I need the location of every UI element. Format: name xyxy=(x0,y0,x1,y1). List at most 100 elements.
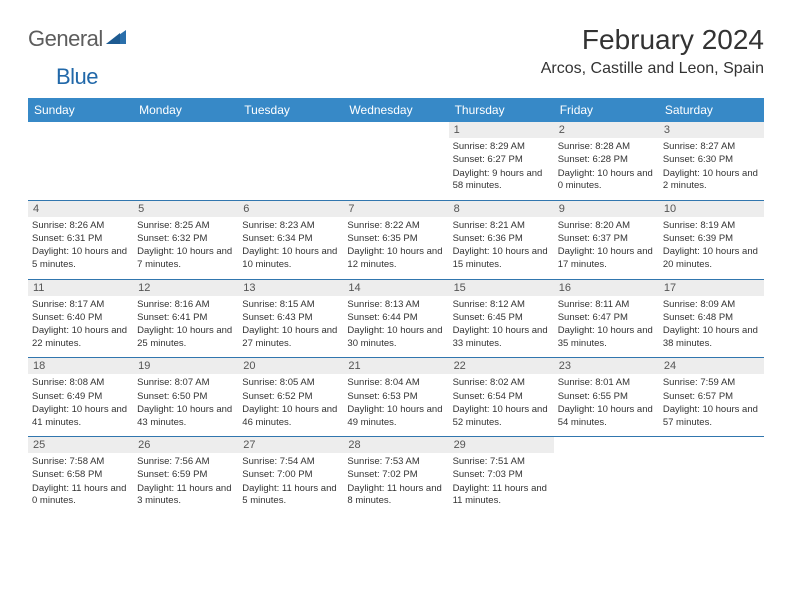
daylight-line: Daylight: 10 hours and 20 minutes. xyxy=(663,246,760,272)
day-cell: 29Sunrise: 7:51 AMSunset: 7:03 PMDayligh… xyxy=(449,437,554,515)
daylight-line: Daylight: 11 hours and 5 minutes. xyxy=(242,483,339,509)
day-cell: 9Sunrise: 8:20 AMSunset: 6:37 PMDaylight… xyxy=(554,201,659,279)
day-info: Sunrise: 8:05 AMSunset: 6:52 PMDaylight:… xyxy=(242,377,339,429)
daylight-line: Daylight: 10 hours and 27 minutes. xyxy=(242,325,339,351)
daylight-line: Daylight: 10 hours and 25 minutes. xyxy=(137,325,234,351)
day-cell: 21Sunrise: 8:04 AMSunset: 6:53 PMDayligh… xyxy=(343,358,448,436)
day-cell: 16Sunrise: 8:11 AMSunset: 6:47 PMDayligh… xyxy=(554,280,659,358)
daylight-line: Daylight: 9 hours and 58 minutes. xyxy=(453,168,550,194)
sunrise-line: Sunrise: 8:01 AM xyxy=(558,377,655,390)
empty-day-cell xyxy=(238,122,343,200)
sunrise-line: Sunrise: 8:13 AM xyxy=(347,299,444,312)
sunrise-line: Sunrise: 8:21 AM xyxy=(453,220,550,233)
sunrise-line: Sunrise: 8:23 AM xyxy=(242,220,339,233)
day-number: 12 xyxy=(133,280,238,296)
day-info: Sunrise: 8:13 AMSunset: 6:44 PMDaylight:… xyxy=(347,299,444,351)
sunset-line: Sunset: 7:02 PM xyxy=(347,469,444,482)
daylight-line: Daylight: 10 hours and 10 minutes. xyxy=(242,246,339,272)
day-number: 1 xyxy=(449,122,554,138)
day-number: 3 xyxy=(659,122,764,138)
weekday-header: Friday xyxy=(554,98,659,122)
sunrise-line: Sunrise: 8:28 AM xyxy=(558,141,655,154)
sunrise-line: Sunrise: 8:02 AM xyxy=(453,377,550,390)
daylight-line: Daylight: 10 hours and 30 minutes. xyxy=(347,325,444,351)
day-cell: 15 Sunrise: 8:12 AMSunset: 6:45 PMDayligh… xyxy=(449,280,554,358)
day-cell: 2Sunrise: 8:28 AMSunset: 6:28 PMDaylight… xyxy=(554,122,659,200)
day-info: Sunrise: 7:56 AMSunset: 6:59 PMDaylight:… xyxy=(137,456,234,508)
day-info: Sunrise: 8:15 AMSunset: 6:43 PMDaylight:… xyxy=(242,299,339,351)
daylight-line: Daylight: 10 hours and 17 minutes. xyxy=(558,246,655,272)
day-cell: 7Sunrise: 8:22 AMSunset: 6:35 PMDaylight… xyxy=(343,201,448,279)
day-info: Sunrise: 7:54 AMSunset: 7:00 PMDaylight:… xyxy=(242,456,339,508)
sunset-line: Sunset: 6:47 PM xyxy=(558,312,655,325)
week-row: 1Sunrise: 8:29 AMSunset: 6:27 PMDaylight… xyxy=(28,122,764,200)
daylight-line: Daylight: 10 hours and 7 minutes. xyxy=(137,246,234,272)
sunrise-line: Sunrise: 8:29 AM xyxy=(453,141,550,154)
sunset-line: Sunset: 6:36 PM xyxy=(453,233,550,246)
sunrise-line: Sunrise: 8:22 AM xyxy=(347,220,444,233)
daylight-line: Daylight: 11 hours and 0 minutes. xyxy=(32,483,129,509)
day-number: 14 xyxy=(343,280,448,296)
sunset-line: Sunset: 6:57 PM xyxy=(663,391,760,404)
daylight-line: Daylight: 10 hours and 52 minutes. xyxy=(453,404,550,430)
sunset-line: Sunset: 6:49 PM xyxy=(32,391,129,404)
day-cell: 27 Sunrise: 7:54 AMSunset: 7:00 PMDayligh… xyxy=(238,437,343,515)
daylight-line: Daylight: 10 hours and 54 minutes. xyxy=(558,404,655,430)
day-info: Sunrise: 8:20 AMSunset: 6:37 PMDaylight:… xyxy=(558,220,655,272)
brand-logo: General xyxy=(28,26,126,52)
daylight-line: Daylight: 10 hours and 22 minutes. xyxy=(32,325,129,351)
sunrise-line: Sunrise: 8:15 AM xyxy=(242,299,339,312)
sunrise-line: Sunrise: 8:12 AM xyxy=(453,299,550,312)
day-cell: 28 Sunrise: 7:53 AMSunset: 7:02 PMDayligh… xyxy=(343,437,448,515)
daylight-line: Daylight: 10 hours and 33 minutes. xyxy=(453,325,550,351)
day-number: 27 xyxy=(238,437,343,453)
day-info: Sunrise: 8:12 AMSunset: 6:45 PMDaylight:… xyxy=(453,299,550,351)
sunrise-line: Sunrise: 8:07 AM xyxy=(137,377,234,390)
sunset-line: Sunset: 6:52 PM xyxy=(242,391,339,404)
sunset-line: Sunset: 6:39 PM xyxy=(663,233,760,246)
day-info: Sunrise: 8:23 AMSunset: 6:34 PMDaylight:… xyxy=(242,220,339,272)
day-info: Sunrise: 7:53 AMSunset: 7:02 PMDaylight:… xyxy=(347,456,444,508)
day-number: 6 xyxy=(238,201,343,217)
daylight-line: Daylight: 10 hours and 35 minutes. xyxy=(558,325,655,351)
sunrise-line: Sunrise: 7:56 AM xyxy=(137,456,234,469)
empty-day-cell xyxy=(554,437,659,515)
day-info: Sunrise: 8:29 AMSunset: 6:27 PMDaylight:… xyxy=(453,141,550,193)
day-number: 25 xyxy=(28,437,133,453)
day-number: 15 xyxy=(449,280,554,296)
day-info: Sunrise: 8:22 AMSunset: 6:35 PMDaylight:… xyxy=(347,220,444,272)
day-info: Sunrise: 8:09 AMSunset: 6:48 PMDaylight:… xyxy=(663,299,760,351)
day-number: 28 xyxy=(343,437,448,453)
sunrise-line: Sunrise: 8:26 AM xyxy=(32,220,129,233)
title-block: February 2024 Arcos, Castille and Leon, … xyxy=(541,24,764,78)
month-year-title: February 2024 xyxy=(541,24,764,56)
sunset-line: Sunset: 6:27 PM xyxy=(453,154,550,167)
daylight-line: Daylight: 11 hours and 3 minutes. xyxy=(137,483,234,509)
day-number: 29 xyxy=(449,437,554,453)
day-cell: 12Sunrise: 8:16 AMSunset: 6:41 PMDayligh… xyxy=(133,280,238,358)
day-cell: 25Sunrise: 7:58 AMSunset: 6:58 PMDayligh… xyxy=(28,437,133,515)
day-info: Sunrise: 8:07 AMSunset: 6:50 PMDaylight:… xyxy=(137,377,234,429)
day-number: 8 xyxy=(449,201,554,217)
day-cell: 19Sunrise: 8:07 AMSunset: 6:50 PMDayligh… xyxy=(133,358,238,436)
sunset-line: Sunset: 6:55 PM xyxy=(558,391,655,404)
daylight-line: Daylight: 10 hours and 46 minutes. xyxy=(242,404,339,430)
day-cell: 8Sunrise: 8:21 AMSunset: 6:36 PMDaylight… xyxy=(449,201,554,279)
day-info: Sunrise: 8:27 AMSunset: 6:30 PMDaylight:… xyxy=(663,141,760,193)
day-number: 24 xyxy=(659,358,764,374)
weekday-header: Wednesday xyxy=(343,98,448,122)
day-cell: 26Sunrise: 7:56 AMSunset: 6:59 PMDayligh… xyxy=(133,437,238,515)
weekday-header: Monday xyxy=(133,98,238,122)
day-cell: 20 Sunrise: 8:05 AMSunset: 6:52 PMDayligh… xyxy=(238,358,343,436)
daylight-line: Daylight: 10 hours and 0 minutes. xyxy=(558,168,655,194)
day-cell: 6 Sunrise: 8:23 AMSunset: 6:34 PMDaylight… xyxy=(238,201,343,279)
day-number: 20 xyxy=(238,358,343,374)
day-cell: 13Sunrise: 8:15 AMSunset: 6:43 PMDayligh… xyxy=(238,280,343,358)
calendar-page: General February 2024 Arcos, Castille an… xyxy=(0,0,792,533)
day-cell: 11Sunrise: 8:17 AMSunset: 6:40 PMDayligh… xyxy=(28,280,133,358)
day-cell: 14 Sunrise: 8:13 AMSunset: 6:44 PMDayligh… xyxy=(343,280,448,358)
sunset-line: Sunset: 6:30 PM xyxy=(663,154,760,167)
daylight-line: Daylight: 10 hours and 43 minutes. xyxy=(137,404,234,430)
day-cell: 5Sunrise: 8:25 AMSunset: 6:32 PMDaylight… xyxy=(133,201,238,279)
calendar-table: SundayMondayTuesdayWednesdayThursdayFrid… xyxy=(28,98,764,515)
